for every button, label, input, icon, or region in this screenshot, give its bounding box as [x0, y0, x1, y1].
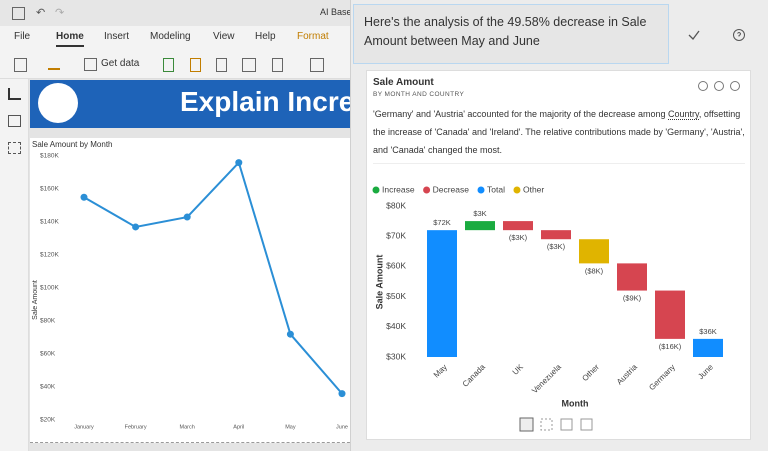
redo-icon: ↷ — [55, 7, 65, 19]
title-bar: ↶ ↷ AI Base — [0, 0, 360, 26]
banner-title: Explain Incre — [180, 86, 355, 117]
column-view[interactable] — [560, 418, 573, 431]
view-nav — [0, 79, 29, 451]
get-data-button[interactable]: Get data — [101, 58, 140, 69]
tab[interactable]: Home — [56, 31, 84, 47]
divider — [373, 163, 745, 164]
format-painter-icon[interactable] — [48, 58, 60, 70]
tab[interactable]: File — [14, 31, 31, 42]
ribbon-view[interactable] — [580, 418, 593, 431]
tab[interactable]: Format — [297, 31, 329, 42]
tab[interactable]: Help — [255, 31, 276, 42]
paste-icon[interactable] — [14, 58, 27, 72]
feedback-icons — [698, 81, 740, 91]
visual-switcher — [519, 417, 593, 432]
card-title: Sale Amount — [373, 77, 434, 88]
tab-bar: File Home Insert Modeling View Help Form… — [0, 26, 360, 50]
transform-icon[interactable] — [310, 58, 324, 72]
card-subtitle: BY MONTH AND COUNTRY — [373, 91, 465, 98]
dataverse-icon[interactable] — [272, 58, 283, 72]
sql-icon[interactable] — [216, 58, 227, 72]
like-icon[interactable] — [698, 81, 708, 91]
excel-icon[interactable] — [163, 58, 174, 72]
tab[interactable]: Modeling — [150, 31, 191, 42]
field-link[interactable]: Country — [668, 109, 699, 120]
line-visual[interactable] — [30, 138, 360, 443]
tab[interactable]: View — [213, 31, 235, 42]
hub-icon[interactable] — [190, 58, 201, 72]
tab[interactable]: Insert — [104, 31, 130, 42]
accept-icon[interactable] — [687, 28, 701, 42]
data-view-icon[interactable] — [8, 115, 21, 127]
insight-header: Here's the analysis of the 49.58% decrea… — [353, 4, 669, 64]
save-icon[interactable] — [12, 7, 25, 20]
help-icon[interactable] — [732, 28, 746, 42]
file-title: AI Base — [320, 7, 352, 17]
dislike-icon[interactable] — [714, 81, 724, 91]
add-icon[interactable] — [730, 81, 740, 91]
insight-panel: Here's the analysis of the 49.58% decrea… — [350, 0, 768, 451]
undo-icon[interactable]: ↶ — [36, 7, 46, 19]
enter-data-icon[interactable] — [242, 58, 256, 72]
report-view-icon[interactable] — [8, 88, 21, 100]
waterfall-view[interactable] — [519, 417, 534, 432]
scatter-view[interactable] — [540, 418, 553, 431]
get-data-icon[interactable] — [84, 58, 97, 71]
toolbar: Get data — [0, 50, 360, 79]
description-text: 'Germany' and 'Austria' accounted for th… — [373, 109, 669, 119]
insight-card: Sale Amount BY MONTH AND COUNTRY 'German… — [366, 70, 751, 440]
model-view-icon[interactable] — [8, 142, 21, 154]
logo — [38, 83, 78, 123]
description-text: , offsetting the increase of 'Canada' an… — [373, 109, 745, 155]
banner: Explain Incre — [30, 80, 360, 128]
card-description: 'Germany' and 'Austria' accounted for th… — [373, 105, 745, 159]
